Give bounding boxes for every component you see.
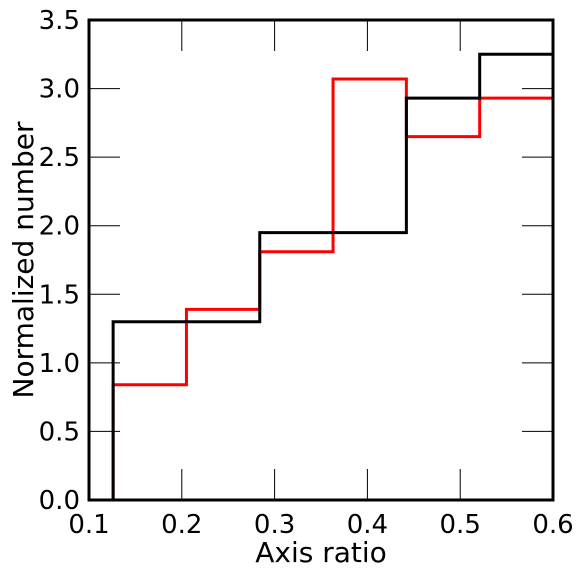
y-tick-label: 2.5 [39, 143, 80, 173]
y-tick-label: 3.0 [39, 75, 80, 105]
tick-marks [88, 19, 554, 501]
tick-labels: 0.1 0.2 0.3 0.4 0.5 0.6 0.0 0.5 1.0 1.5 2.0 2.5 3.0 3… [39, 6, 574, 540]
x-tick-label: 0.2 [161, 510, 202, 540]
x-tick-label: 0.3 [254, 510, 295, 540]
x-tick-label: 0.4 [347, 510, 388, 540]
y-tick-label: 2.0 [39, 212, 80, 242]
y-tick-label: 3.5 [39, 6, 80, 36]
series-0-step-line [111, 77, 553, 500]
y-tick-label: 0.0 [39, 486, 80, 516]
y-tick-label: 1.5 [39, 280, 80, 310]
x-axis-title: Axis ratio [255, 536, 387, 569]
plot-frame [87, 18, 555, 502]
x-tick-label: 0.1 [68, 510, 109, 540]
x-tick-label: 0.5 [440, 510, 481, 540]
y-tick-label: 0.5 [39, 417, 80, 447]
series-1-step-line [111, 52, 553, 500]
y-tick-label: 1.0 [39, 349, 80, 379]
y-axis-title: Normalized number [7, 121, 40, 398]
series-layer [111, 52, 553, 500]
x-tick-label: 0.6 [532, 510, 573, 540]
